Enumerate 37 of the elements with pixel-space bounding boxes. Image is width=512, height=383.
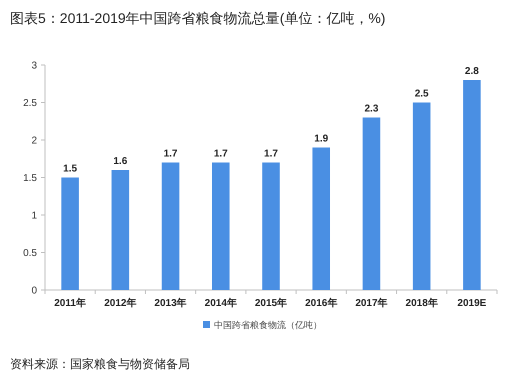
x-tick-label: 2018年 (406, 297, 438, 309)
x-tick-label: 2019E (457, 298, 487, 309)
data-label: 1.7 (214, 148, 228, 160)
x-tick-label: 2013年 (154, 297, 187, 309)
data-label: 2.3 (364, 104, 379, 114)
data-label: 2.5 (414, 88, 430, 100)
x-tick-label: 2012年 (104, 297, 136, 309)
legend-label: 中国跨省粮食物流（亿吨） (214, 320, 322, 330)
bar (61, 178, 79, 290)
y-tick-label: 1.5 (23, 173, 38, 184)
bar (212, 162, 230, 290)
bar (312, 148, 330, 290)
chart-title: 图表5：2011-2019年中国跨省粮食物流总量(单位：亿吨，%) (10, 10, 386, 26)
data-label: 1.7 (264, 148, 278, 160)
x-tick-label: 2014年 (204, 297, 237, 309)
y-tick-label: 2 (31, 136, 38, 146)
x-tick-label: 2016年 (305, 297, 338, 309)
y-tick-label: 3 (31, 60, 38, 72)
x-tick-label: 2015年 (254, 297, 288, 309)
x-tick-label: 2017年 (355, 297, 388, 309)
data-label: 1.5 (63, 164, 78, 174)
y-tick-label: 1 (31, 210, 38, 222)
text: 资料来源：国家粮食与物资储备局 (10, 357, 190, 371)
y-tick-label: 0.5 (23, 248, 38, 259)
data-label: 1.9 (314, 134, 329, 144)
bar (112, 170, 130, 290)
data-label: 1.7 (164, 148, 178, 160)
bar (463, 80, 481, 290)
y-tick-label: 0 (31, 286, 38, 296)
bar (412, 102, 430, 290)
bar (162, 162, 180, 290)
data-label: 1.6 (113, 156, 128, 167)
bar (362, 118, 380, 290)
bar (262, 162, 280, 290)
x-tick-label: 2011年 (54, 297, 86, 309)
data-label: 2.8 (464, 66, 480, 77)
y-tick-label: 2.5 (23, 98, 38, 109)
